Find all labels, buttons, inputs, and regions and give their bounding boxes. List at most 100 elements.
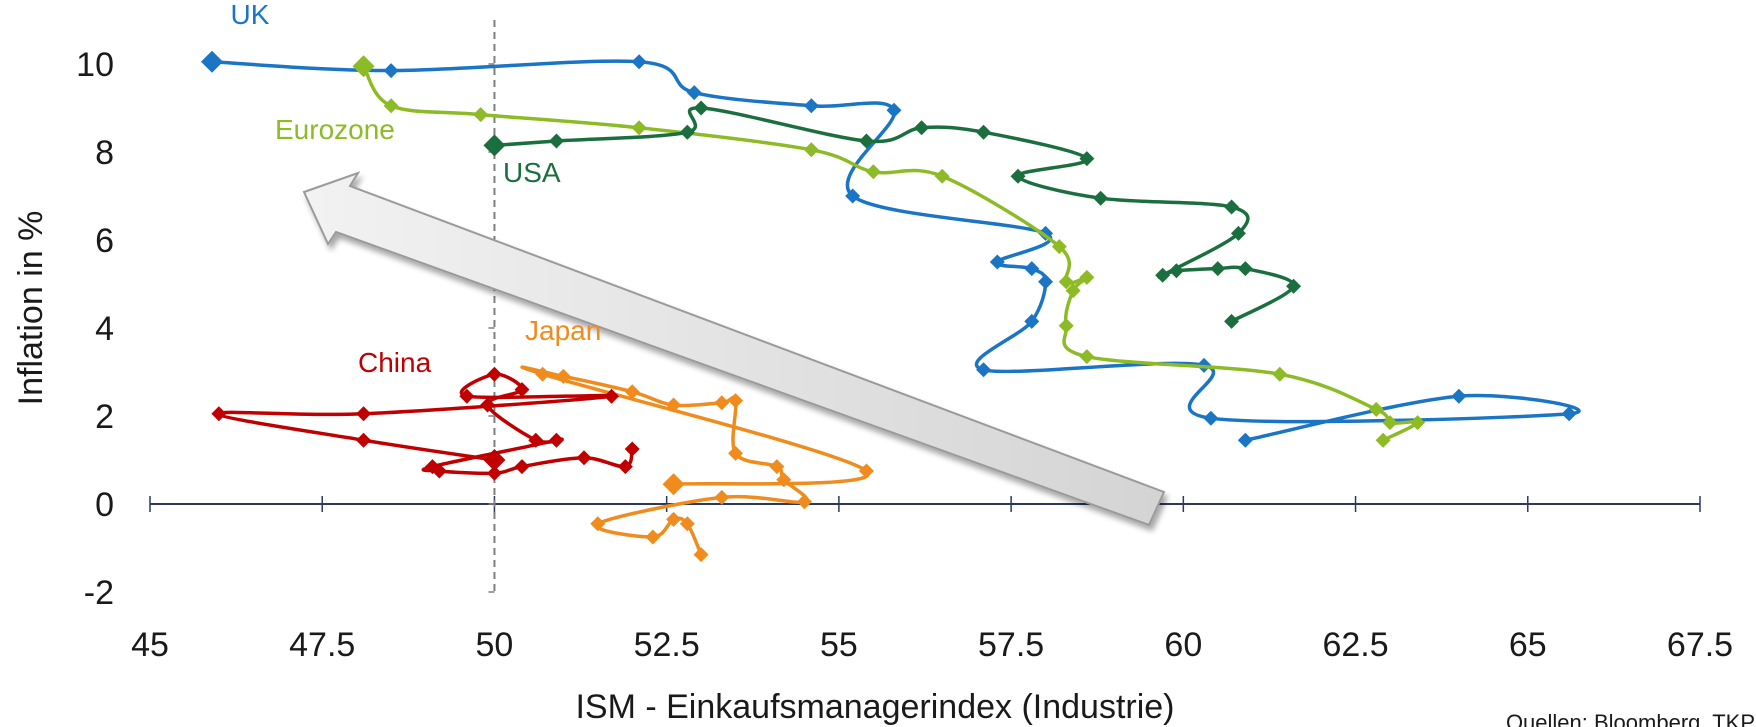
x-tick-label: 57.5	[978, 626, 1044, 664]
data-point-eurozone	[1051, 239, 1067, 255]
y-tick-label: 10	[76, 46, 114, 84]
data-point-usa	[1079, 151, 1095, 167]
series-uk	[201, 50, 1581, 448]
data-point-eurozone	[631, 120, 647, 136]
y-tick-label: -2	[84, 574, 114, 612]
data-point-usa	[1155, 267, 1171, 283]
data-point-china	[356, 406, 372, 422]
series-usa	[483, 100, 1302, 329]
data-point-uk	[1561, 406, 1577, 422]
data-point-japan	[728, 445, 744, 461]
data-point-usa	[1168, 263, 1184, 279]
data-point-japan	[666, 511, 682, 527]
data-point-usa	[1224, 199, 1240, 215]
data-point-japan	[645, 529, 661, 545]
data-point-uk	[686, 85, 702, 101]
source-note: Quellen: Bloomberg, TKP	[1506, 710, 1755, 727]
data-point-usa	[914, 120, 930, 136]
data-point-japan	[590, 516, 606, 532]
series-line-japan	[520, 365, 870, 557]
data-point-uk	[1024, 261, 1040, 277]
x-tick-label: 47.5	[289, 626, 355, 664]
series-group	[201, 50, 1581, 563]
data-point-uk	[886, 102, 902, 118]
series-line-uk	[210, 59, 1581, 442]
data-point-usa	[1224, 313, 1240, 329]
series-label-uk: UK	[231, 0, 270, 30]
data-point-eurozone	[1079, 269, 1095, 285]
data-point-japan	[666, 397, 682, 413]
data-point-uk	[845, 188, 861, 204]
data-point-eurozone	[934, 168, 950, 184]
data-point-japan	[624, 384, 640, 400]
data-point-china	[548, 432, 564, 448]
data-point-usa	[1093, 190, 1109, 206]
y-tick-label: 4	[95, 310, 114, 348]
x-tick-label: 55	[820, 626, 858, 664]
data-point-uk	[1203, 410, 1219, 426]
data-point-china	[480, 397, 496, 413]
trend-arrow-shape	[302, 171, 1166, 527]
series-eurozone	[352, 55, 1426, 448]
data-point-eurozone	[352, 55, 375, 78]
series-china	[211, 366, 640, 481]
data-point-eurozone	[1410, 415, 1426, 431]
data-point-china	[356, 432, 372, 448]
series-label-eurozone: Eurozone	[275, 114, 395, 145]
data-point-china	[514, 382, 530, 398]
data-point-japan	[796, 494, 812, 510]
series-label-usa: USA	[503, 157, 561, 188]
x-tick-label: 50	[476, 626, 514, 664]
data-point-eurozone	[1079, 349, 1095, 365]
data-point-uk	[383, 63, 399, 79]
data-point-china	[604, 388, 620, 404]
data-point-eurozone	[1058, 274, 1074, 290]
data-point-uk	[1451, 388, 1467, 404]
data-point-usa	[1237, 261, 1253, 277]
x-axis-title: ISM - Einkaufsmanagerindex (Industrie)	[575, 688, 1174, 726]
data-point-japan	[776, 472, 792, 488]
data-point-eurozone	[1375, 432, 1391, 448]
data-point-eurozone	[1058, 318, 1074, 334]
data-point-eurozone	[383, 98, 399, 114]
data-point-japan	[858, 463, 874, 479]
x-tick-label: 62.5	[1322, 626, 1388, 664]
data-point-eurozone	[473, 107, 489, 123]
data-point-china	[528, 432, 544, 448]
data-point-uk	[201, 50, 223, 73]
data-point-usa	[548, 133, 564, 149]
x-tick-label: 52.5	[634, 626, 700, 664]
data-point-usa	[483, 134, 506, 157]
data-point-china	[424, 459, 440, 475]
data-point-china	[483, 449, 506, 471]
y-tick-label: 6	[95, 222, 114, 260]
data-point-usa	[679, 124, 695, 140]
x-tick-label: 65	[1509, 626, 1547, 664]
data-point-uk	[631, 54, 647, 70]
data-point-uk	[1237, 432, 1253, 448]
data-point-usa	[1286, 278, 1302, 294]
series-label-japan: Japan	[525, 315, 601, 346]
data-point-uk	[1038, 274, 1054, 290]
y-tick-label: 8	[95, 134, 114, 172]
data-point-japan	[693, 547, 709, 563]
trend-arrow	[302, 171, 1166, 527]
data-point-china	[576, 450, 592, 466]
data-point-japan	[679, 516, 695, 532]
data-point-china	[486, 465, 502, 481]
data-point-eurozone	[865, 164, 881, 180]
data-point-eurozone	[803, 142, 819, 158]
data-point-china	[459, 388, 475, 404]
data-point-japan	[769, 459, 785, 475]
data-point-japan	[728, 393, 744, 409]
data-point-uk	[976, 362, 992, 378]
series-line-china	[217, 372, 634, 476]
data-point-japan	[662, 473, 685, 496]
y-tick-label: 0	[95, 486, 114, 524]
data-point-eurozone	[1272, 366, 1288, 382]
data-point-usa	[1010, 168, 1026, 184]
data-point-china	[486, 366, 502, 382]
data-point-usa	[858, 133, 874, 149]
series-japan	[520, 365, 874, 563]
